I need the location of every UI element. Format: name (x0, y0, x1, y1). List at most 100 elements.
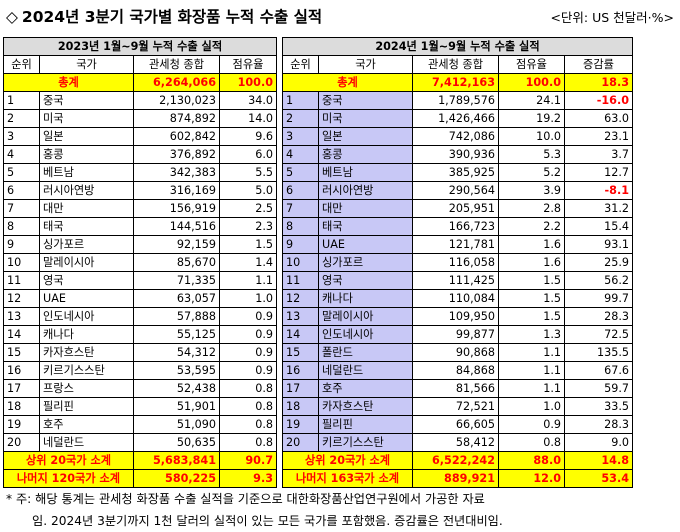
right-rest-change: 53.4 (564, 469, 633, 488)
table-row: 20 네덜란드 50,635 0.8 20 키르기스스탄 58,412 0.8 9.0 (3, 433, 633, 452)
left-country: 캐나다 (39, 325, 134, 344)
left-country: 카자흐스탄 (39, 343, 134, 362)
table-row: 1 중국 2,130,023 34.0 1 중국 1,789,576 24.1 -16.0 (3, 91, 633, 110)
right-share: 5.2 (498, 163, 565, 182)
left-value: 85,670 (133, 253, 220, 272)
right-total-change: 18.3 (564, 73, 633, 92)
right-rank: 11 (282, 271, 319, 290)
left-country: 영국 (39, 271, 134, 290)
right-change: 67.6 (564, 361, 633, 380)
left-country: 프랑스 (39, 379, 134, 398)
right-change: 31.2 (564, 199, 633, 218)
right-rank: 13 (282, 307, 319, 326)
right-share: 0.9 (498, 415, 565, 434)
right-country: 대만 (318, 199, 413, 218)
right-value: 290,564 (412, 181, 499, 200)
table-row: 3 일본 602,842 9.6 3 일본 742,086 10.0 23.1 (3, 127, 633, 146)
right-change: 28.3 (564, 415, 633, 434)
right-country: 필리핀 (318, 415, 413, 434)
left-share: 2.3 (219, 217, 277, 236)
right-rank: 18 (282, 397, 319, 416)
right-share: 1.6 (498, 235, 565, 254)
right-rank: 6 (282, 181, 319, 200)
table-row: 12 UAE 63,057 1.0 12 캐나다 110,084 1.5 99.7 (3, 289, 633, 308)
table-row: 11 영국 71,335 1.1 11 영국 111,425 1.5 56.2 (3, 271, 633, 290)
left-share: 2.5 (219, 199, 277, 218)
right-change: 25.9 (564, 253, 633, 272)
left-share: 1.5 (219, 235, 277, 254)
left-rank: 15 (3, 343, 40, 362)
left-value: 376,892 (133, 145, 220, 164)
table-row: 5 베트남 342,383 5.5 5 베트남 385,925 5.2 12.7 (3, 163, 633, 182)
right-rank: 3 (282, 127, 319, 146)
right-value: 111,425 (412, 271, 499, 290)
left-value: 342,383 (133, 163, 220, 182)
left-value: 156,919 (133, 199, 220, 218)
right-share: 1.5 (498, 289, 565, 308)
right-header-share: 점유율 (498, 55, 565, 74)
right-top20-value: 6,522,242 (412, 451, 499, 470)
right-country: 폴란드 (318, 343, 413, 362)
page-title: ◇ 2024년 3분기 국가별 화장품 누적 수출 실적 (6, 5, 322, 27)
right-top20-change: 14.8 (564, 451, 633, 470)
right-country: 호주 (318, 379, 413, 398)
right-share: 19.2 (498, 109, 565, 128)
table-row: 4 홍콩 376,892 6.0 4 홍콩 390,936 5.3 3.7 (3, 145, 633, 164)
left-country: 말레이시아 (39, 253, 134, 272)
left-value: 71,335 (133, 271, 220, 290)
left-country: 홍콩 (39, 145, 134, 164)
left-rank: 12 (3, 289, 40, 308)
left-value: 55,125 (133, 325, 220, 344)
left-rank: 3 (3, 127, 40, 146)
left-share: 0.9 (219, 361, 277, 380)
right-change: 93.1 (564, 235, 633, 254)
left-rest-value: 580,225 (133, 469, 220, 488)
right-value: 205,951 (412, 199, 499, 218)
right-change: 59.7 (564, 379, 633, 398)
right-share: 3.9 (498, 181, 565, 200)
right-rest-label: 나머지 163국가 소계 (282, 469, 413, 488)
right-change: 9.0 (564, 433, 633, 452)
right-country: 카자흐스탄 (318, 397, 413, 416)
left-rank: 19 (3, 415, 40, 434)
right-change: 56.2 (564, 271, 633, 290)
left-value: 874,892 (133, 109, 220, 128)
left-share: 0.8 (219, 433, 277, 452)
right-header-rank: 순위 (282, 55, 319, 74)
right-share: 10.0 (498, 127, 565, 146)
left-rank: 7 (3, 199, 40, 218)
right-share: 1.0 (498, 397, 565, 416)
right-change: 33.5 (564, 397, 633, 416)
left-country: 대만 (39, 199, 134, 218)
left-value: 54,312 (133, 343, 220, 362)
right-share: 1.1 (498, 343, 565, 362)
left-rank: 14 (3, 325, 40, 344)
left-value: 2,130,023 (133, 91, 220, 110)
right-rank: 9 (282, 235, 319, 254)
right-total-share: 100.0 (498, 73, 565, 92)
right-change: 28.3 (564, 307, 633, 326)
left-share: 5.0 (219, 181, 277, 200)
right-value: 58,412 (412, 433, 499, 452)
right-country: 싱가포르 (318, 253, 413, 272)
left-share: 0.8 (219, 397, 277, 416)
right-share: 2.8 (498, 199, 565, 218)
right-rank: 19 (282, 415, 319, 434)
left-rank: 17 (3, 379, 40, 398)
left-rank: 9 (3, 235, 40, 254)
right-share: 2.2 (498, 217, 565, 236)
right-country: 홍콩 (318, 145, 413, 164)
page-title-text: 2024년 3분기 국가별 화장품 누적 수출 실적 (21, 8, 323, 26)
right-value: 390,936 (412, 145, 499, 164)
left-rank: 10 (3, 253, 40, 272)
left-value: 57,888 (133, 307, 220, 326)
right-change: 3.7 (564, 145, 633, 164)
right-rank: 12 (282, 289, 319, 308)
right-change: -8.1 (564, 181, 633, 200)
right-period-header: 2024년 1월~9월 누적 수출 실적 (282, 37, 633, 56)
right-rank: 17 (282, 379, 319, 398)
table-row: 7 대만 156,919 2.5 7 대만 205,951 2.8 31.2 (3, 199, 633, 218)
left-top20-value: 5,683,841 (133, 451, 220, 470)
table-row: 6 러시아연방 316,169 5.0 6 러시아연방 290,564 3.9 -8.1 (3, 181, 633, 200)
table-row: 10 말레이시아 85,670 1.4 10 싱가포르 116,058 1.6 25.9 (3, 253, 633, 272)
